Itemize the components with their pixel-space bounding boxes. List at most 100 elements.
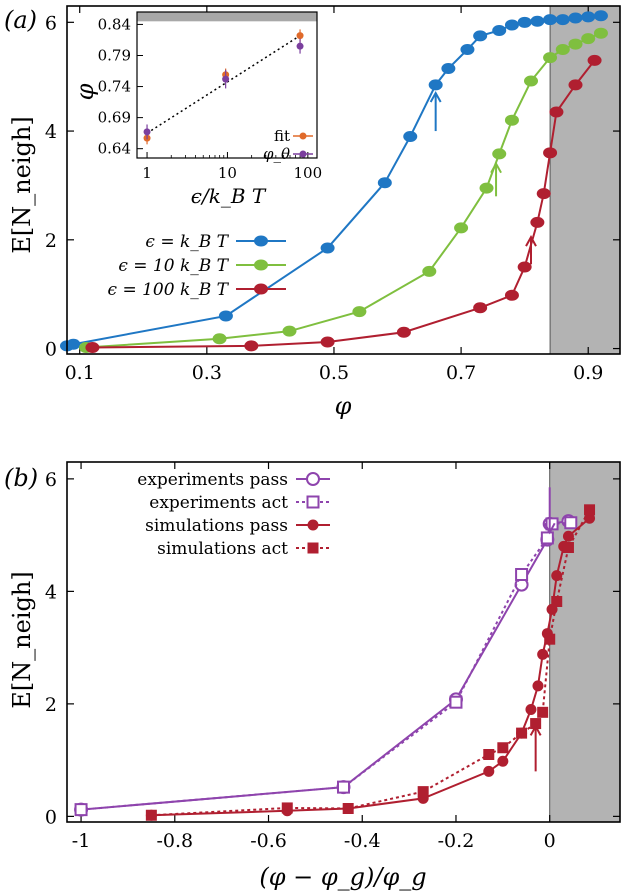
a-xtick-label: 0.9 xyxy=(573,362,603,384)
b-ylabel: E[N_neigh] xyxy=(8,571,36,708)
inset-legend-marker-1 xyxy=(299,150,307,158)
a-point-s1-2 xyxy=(282,325,297,337)
a-ytick-label: 0 xyxy=(45,339,57,361)
a-point-s1-14 xyxy=(593,27,608,39)
b-xlabel: (φ − φ_g)/φ_g xyxy=(259,863,426,891)
b-xtick-label: -0.6 xyxy=(250,830,287,852)
a-shaded-region xyxy=(550,6,620,354)
inset-legend-label-0: fit xyxy=(274,127,290,145)
b-point-s2-9 xyxy=(537,648,549,660)
a-point-s0-5 xyxy=(403,131,418,142)
a-series-line-1 xyxy=(86,32,602,349)
b-point-s3-4 xyxy=(483,749,495,760)
inset-series xyxy=(143,29,304,145)
a-xtick-label: 0.3 xyxy=(192,362,222,384)
a-arrow-head-0 xyxy=(429,90,442,103)
a-point-s2-1 xyxy=(244,340,259,352)
inset-xtick-label: 1 xyxy=(142,164,152,182)
b-legend-label-1: experiments act xyxy=(149,493,288,513)
a-ylabel-text: E[N_neigh] xyxy=(8,116,36,253)
inset-xtick-label: 100 xyxy=(294,164,323,182)
a-point-s1-6 xyxy=(479,182,494,194)
a-point-s1-5 xyxy=(454,222,469,234)
inset-ticks: 1 10 100 0.64 0.69 0.74 0.79 0.84 xyxy=(98,15,323,182)
a-point-s0-12 xyxy=(517,16,532,28)
b-legend-marker-1 xyxy=(306,495,320,509)
a-point-s1-1 xyxy=(212,333,227,345)
b-ytick-label: 2 xyxy=(45,694,57,716)
a-point-s0-9 xyxy=(473,30,488,42)
b-point-s2-8 xyxy=(532,680,544,692)
b-point-s3-8 xyxy=(537,706,549,718)
a-point-s0-11 xyxy=(504,19,519,31)
a-point-s1-10 xyxy=(543,52,558,64)
b-point-s3-6 xyxy=(516,727,528,739)
b-legend-marker-0 xyxy=(306,472,320,486)
b-point-s3-1 xyxy=(281,802,293,814)
a-point-s0-6 xyxy=(428,79,443,91)
a-legend-label-1: ϵ = 10 k_B T xyxy=(118,256,229,276)
b-ytick-label: 0 xyxy=(45,806,57,828)
a-point-s2-4 xyxy=(473,302,488,314)
b-point-s1-4 xyxy=(540,531,554,545)
a-panel-label: (a) xyxy=(4,6,37,34)
a-point-s0-7 xyxy=(441,63,456,75)
inset-ytick-label: 0.69 xyxy=(98,109,131,127)
a-point-s0-13 xyxy=(530,15,545,27)
a-xtick-label: 0.5 xyxy=(319,362,349,384)
b-point-s2-4 xyxy=(483,765,495,777)
b-point-s2-5 xyxy=(497,755,509,767)
b-xtick-label: -0.2 xyxy=(438,830,475,852)
a-legend: ϵ = k_B T ϵ = 10 k_B T ϵ = 100 k_B T xyxy=(108,232,286,300)
inset-point-1-2 xyxy=(296,42,304,50)
inset-frame xyxy=(136,11,318,159)
inset-xtick-label: 10 xyxy=(218,164,237,182)
b-point-s1-2 xyxy=(449,695,463,709)
b-point-s3-10 xyxy=(551,596,563,607)
b-ytick-label: 6 xyxy=(45,469,57,491)
a-point-s0-15 xyxy=(555,14,570,26)
a-point-s2-2 xyxy=(320,336,335,348)
a-point-s0-3 xyxy=(320,242,335,254)
b-point-s3-2 xyxy=(342,803,354,814)
a-point-s2-11 xyxy=(568,79,583,91)
b-point-s1-6 xyxy=(564,516,578,530)
a-point-s1-11 xyxy=(555,44,570,55)
a-legend-label-0: ϵ = k_B T xyxy=(145,232,229,252)
inset-shaded-region xyxy=(137,12,317,22)
a-point-s1-3 xyxy=(352,306,367,318)
a-plot-frame xyxy=(66,5,621,355)
a-point-s0-14 xyxy=(543,14,558,26)
a-point-s0-18 xyxy=(593,10,608,22)
b-xtick-label: 0 xyxy=(544,830,556,852)
a-point-s2-9 xyxy=(543,147,558,159)
a-ytick-label: 4 xyxy=(45,121,57,143)
a-series xyxy=(60,10,608,353)
a-xtick-label: 0.7 xyxy=(446,362,476,384)
a-legend-label-2: ϵ = 100 k_B T xyxy=(108,280,230,300)
b-legend-label-3: simulations act xyxy=(157,539,288,559)
b-point-s3-11 xyxy=(562,542,574,553)
inset-ytick-label: 0.79 xyxy=(98,46,131,64)
b-point-s3-0 xyxy=(145,809,157,821)
a-ytick-label: 2 xyxy=(45,230,57,252)
panel-b: -1 -0.8 -0.6 -0.4 -0.2 0 0 2 4 6 (b) E[N_neigh] (… xyxy=(4,461,621,891)
inset-point-1-0 xyxy=(143,128,151,136)
b-series-line-1 xyxy=(80,521,571,811)
b-legend-marker-2 xyxy=(307,519,319,531)
b-arrow-head-0 xyxy=(543,522,556,535)
a-point-s0-8 xyxy=(460,44,475,55)
b-xtick-label: -1 xyxy=(72,830,91,852)
b-ticks: -1 -0.8 -0.6 -0.4 -0.2 0 0 2 4 6 xyxy=(45,462,620,852)
a-ticks: 0.1 0.3 0.5 0.7 0.9 0 2 4 6 xyxy=(45,6,620,384)
b-point-s2-12 xyxy=(551,570,563,582)
b-point-s3-3 xyxy=(417,786,429,798)
a-arrows xyxy=(429,90,537,265)
a-point-s1-8 xyxy=(504,114,519,126)
a-point-s2-3 xyxy=(396,326,411,338)
a-point-s1-13 xyxy=(581,33,596,45)
a-legend-marker-0 xyxy=(254,235,268,247)
b-point-s3-7 xyxy=(530,718,542,730)
